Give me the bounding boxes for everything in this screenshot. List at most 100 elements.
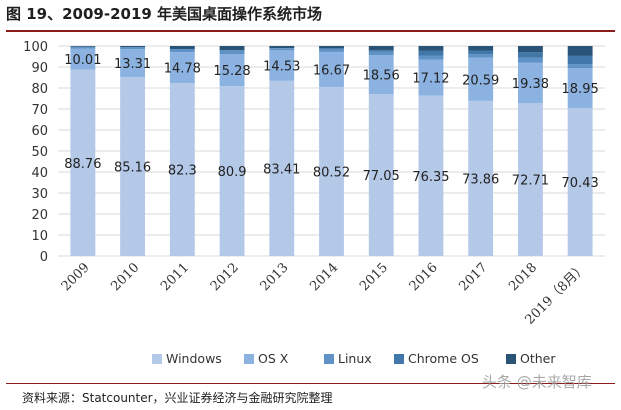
bar-segment bbox=[120, 77, 146, 256]
y-tick-label: 0 bbox=[40, 250, 48, 265]
data-label: 20.59 bbox=[462, 73, 499, 88]
bar-segment bbox=[70, 48, 96, 70]
data-label: 15.28 bbox=[213, 64, 250, 79]
x-tick-label: 2016 bbox=[407, 260, 441, 294]
data-label: 88.76 bbox=[64, 157, 101, 172]
legend-label: OS X bbox=[258, 351, 289, 366]
y-tick-label: 80 bbox=[31, 82, 48, 97]
x-tick-label: 2009 bbox=[59, 260, 93, 294]
watermark-logo: 头条 @未来智库 bbox=[482, 373, 592, 391]
y-tick-label: 40 bbox=[31, 166, 48, 181]
bar-segment bbox=[368, 51, 394, 56]
bar-segment bbox=[567, 64, 593, 69]
bar-segment bbox=[517, 103, 543, 257]
data-label: 72.71 bbox=[512, 174, 549, 189]
y-tick-label: 20 bbox=[31, 208, 48, 223]
x-tick-label: 2013 bbox=[258, 260, 292, 294]
data-label: 73.86 bbox=[462, 172, 499, 187]
data-label: 80.52 bbox=[313, 165, 350, 180]
data-label: 19.38 bbox=[512, 77, 549, 92]
bar-segment bbox=[169, 46, 195, 49]
bar-segment bbox=[70, 69, 96, 256]
bar-segment bbox=[120, 47, 146, 50]
bar-segment bbox=[120, 46, 146, 48]
data-label: 18.95 bbox=[562, 82, 599, 97]
x-tick-label: 2014 bbox=[307, 260, 341, 294]
y-tick-label: 50 bbox=[31, 145, 48, 160]
y-tick-label: 90 bbox=[31, 61, 48, 76]
x-tick-label: 2011 bbox=[158, 260, 192, 294]
bar-segment bbox=[269, 46, 295, 49]
bar-segment bbox=[319, 48, 344, 52]
bar-segment bbox=[468, 50, 494, 55]
bar-segment bbox=[517, 46, 543, 53]
bar-segment bbox=[468, 57, 494, 101]
bar-segment bbox=[517, 52, 543, 58]
y-tick-label: 60 bbox=[31, 124, 48, 139]
bar-segment bbox=[567, 108, 593, 256]
bar-segment bbox=[169, 83, 195, 256]
bar-segment bbox=[269, 48, 295, 51]
data-label: 14.78 bbox=[164, 62, 201, 77]
data-label: 18.56 bbox=[363, 69, 400, 84]
x-tick-label: 2017 bbox=[457, 260, 491, 294]
legend-swatch bbox=[152, 354, 162, 364]
y-tick-label: 70 bbox=[31, 103, 48, 118]
bar-segment bbox=[120, 49, 146, 78]
bar-segment bbox=[219, 54, 245, 87]
bar-segment bbox=[219, 86, 245, 256]
data-label: 80.9 bbox=[218, 165, 247, 180]
bar-segment bbox=[468, 54, 494, 58]
bar-segment bbox=[269, 80, 295, 257]
data-label: 17.12 bbox=[412, 72, 449, 87]
bar-segment bbox=[169, 48, 195, 53]
bar-segment bbox=[567, 68, 593, 109]
bar-segment bbox=[468, 46, 494, 51]
source-note: 资料来源：Statcounter，兴业证券经济与金融研究院整理 bbox=[22, 391, 333, 405]
bar-segment bbox=[418, 46, 444, 51]
data-label: 85.16 bbox=[114, 161, 151, 176]
bar-segment bbox=[169, 52, 195, 84]
y-tick-label: 10 bbox=[31, 229, 48, 244]
data-labels: 88.76 10.01 85.16 13.31 82.3 14.78 80.9 15.28 83… bbox=[64, 53, 598, 191]
data-label: 76.35 bbox=[412, 170, 449, 185]
data-label: 77.05 bbox=[363, 169, 400, 184]
bar-segment bbox=[418, 59, 444, 96]
y-axis-ticks: 0 10 20 30 40 50 60 70 80 90 100 bbox=[23, 40, 48, 265]
legend-label: Other bbox=[520, 351, 556, 366]
bar-segment bbox=[418, 55, 444, 60]
legend-swatch bbox=[394, 354, 404, 364]
x-tick-label: 2018 bbox=[506, 260, 540, 294]
data-label: 83.41 bbox=[263, 162, 300, 177]
y-tick-label: 100 bbox=[23, 40, 48, 55]
bar-segment bbox=[319, 51, 344, 87]
bar-segment bbox=[418, 50, 444, 56]
footer: 资料来源：Statcounter，兴业证券经济与金融研究院整理 bbox=[0, 383, 621, 410]
legend-swatch bbox=[324, 354, 334, 364]
bar-segment bbox=[368, 94, 394, 256]
bar-segment bbox=[70, 46, 96, 49]
x-tick-label: 2015 bbox=[357, 260, 391, 294]
data-label: 82.3 bbox=[168, 164, 197, 179]
title-divider bbox=[6, 30, 615, 32]
bar-segment bbox=[418, 95, 444, 256]
legend-label: Chrome OS bbox=[408, 351, 479, 366]
data-label: 70.43 bbox=[562, 176, 599, 191]
bar-segment bbox=[567, 55, 593, 65]
data-label: 16.67 bbox=[313, 63, 350, 78]
legend-label: Linux bbox=[338, 351, 372, 366]
bar-segment bbox=[567, 46, 593, 56]
stacked-bar-chart: 0 10 20 30 40 50 60 70 80 90 100 88.76 10.01 85.16 13… bbox=[23, 40, 605, 366]
bar-segment bbox=[319, 48, 344, 49]
bar-segment bbox=[368, 55, 394, 95]
bar-segment bbox=[368, 50, 394, 52]
x-axis-ticks: 2009 2010 2011 2012 2013 2014 2015 2016 2017 2018… bbox=[59, 260, 590, 327]
bar-segment bbox=[468, 100, 494, 256]
bar-segment bbox=[219, 50, 245, 55]
data-label: 13.31 bbox=[114, 57, 151, 72]
bar-segment bbox=[517, 62, 543, 104]
x-tick-label: 2010 bbox=[108, 260, 142, 294]
bar-segment bbox=[517, 57, 543, 63]
bar-segment bbox=[368, 46, 394, 51]
legend-label: Windows bbox=[166, 351, 222, 366]
